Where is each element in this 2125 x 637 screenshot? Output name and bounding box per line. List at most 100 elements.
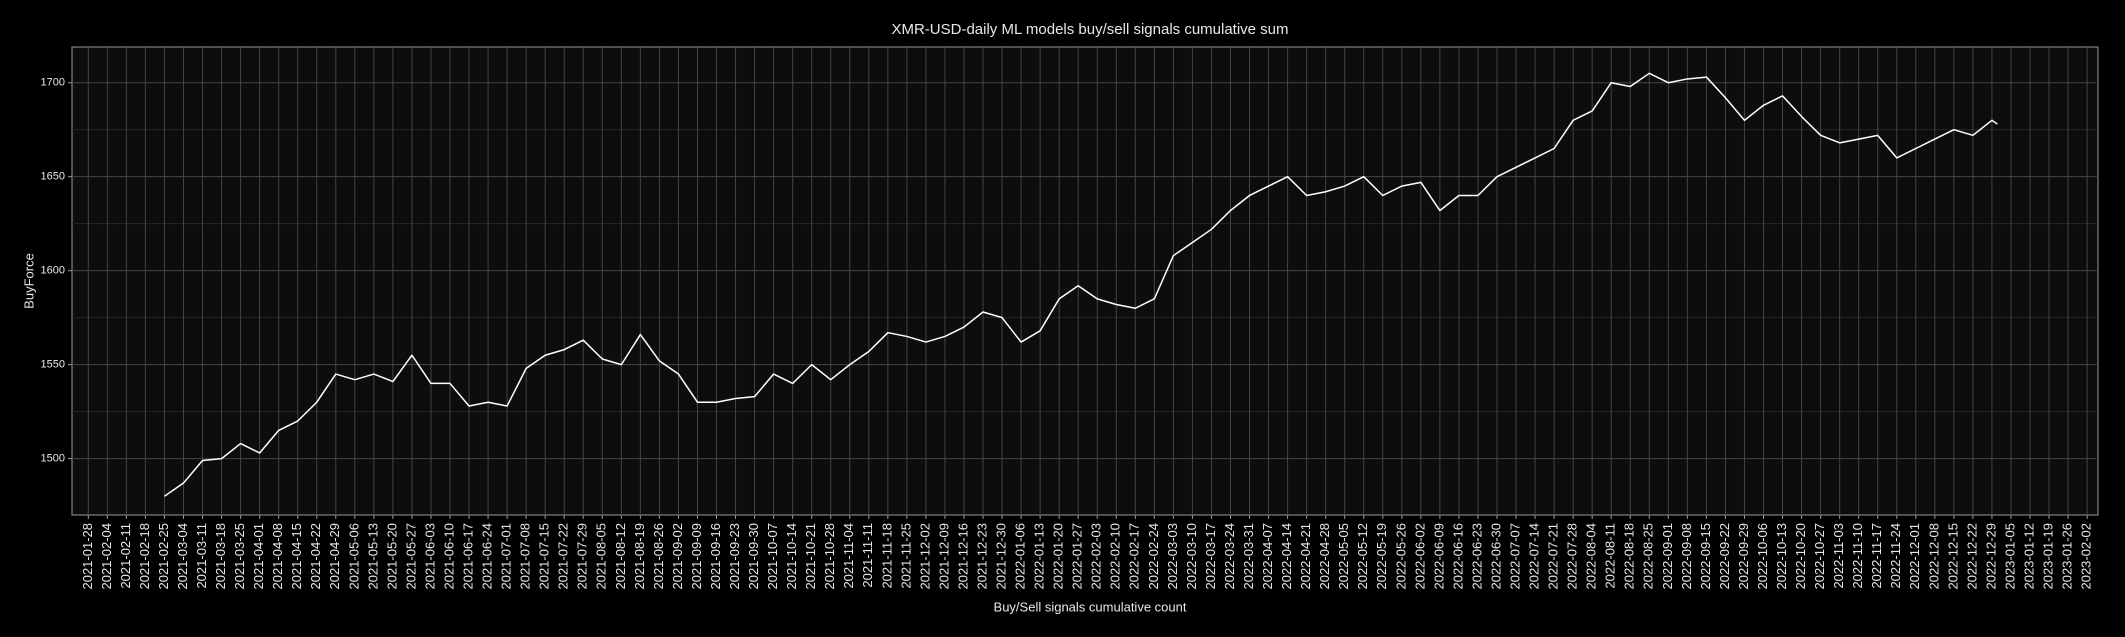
y-tick-label: 1500 — [41, 453, 65, 465]
x-tick-label: 2022-02-10 — [1108, 523, 1123, 590]
x-tick-label: 2022-06-02 — [1412, 523, 1427, 590]
x-tick-label: 2021-03-18 — [213, 523, 228, 590]
x-tick-label: 2021-04-22 — [308, 523, 323, 590]
x-tick-label: 2021-05-06 — [346, 523, 361, 590]
x-tick-label: 2021-08-05 — [594, 523, 609, 590]
x-tick-label: 2021-10-21 — [803, 523, 818, 590]
x-tick-label: 2022-08-11 — [1603, 523, 1618, 589]
x-tick-label: 2021-02-18 — [137, 523, 152, 590]
x-tick-label: 2022-09-15 — [1698, 523, 1713, 590]
y-tick-label: 1700 — [41, 77, 65, 89]
x-tick-label: 2022-03-03 — [1165, 523, 1180, 590]
y-tick-label: 1550 — [41, 359, 65, 371]
x-tick-label: 2022-09-22 — [1717, 523, 1732, 590]
x-tick-label: 2022-08-04 — [1584, 523, 1599, 590]
x-tick-label: 2023-02-02 — [2079, 523, 2094, 590]
x-tick-label: 2021-12-23 — [974, 523, 989, 590]
x-tick-label: 2022-09-01 — [1660, 523, 1675, 590]
x-tick-label: 2021-12-02 — [917, 523, 932, 590]
x-tick-label: 2021-07-15 — [537, 523, 552, 590]
x-tick-label: 2021-02-25 — [156, 523, 171, 590]
x-tick-label: 2022-07-07 — [1507, 523, 1522, 590]
x-tick-label: 2022-04-28 — [1317, 523, 1332, 590]
x-tick-label: 2021-10-28 — [822, 523, 837, 590]
x-tick-label: 2022-07-21 — [1546, 523, 1561, 590]
y-tick-label: 1600 — [41, 265, 65, 277]
x-tick-label: 2022-05-12 — [1355, 523, 1370, 590]
x-tick-label: 2022-03-17 — [1203, 523, 1218, 590]
x-tick-label: 2022-06-30 — [1488, 523, 1503, 590]
x-tick-label: 2021-05-20 — [384, 523, 399, 590]
x-tick-label: 2023-01-05 — [2002, 523, 2017, 590]
x-tick-label: 2022-05-05 — [1336, 523, 1351, 590]
x-tick-label: 2021-09-23 — [727, 523, 742, 590]
x-tick-label: 2023-01-12 — [2021, 523, 2036, 590]
x-tick-label: 2022-08-18 — [1622, 523, 1637, 590]
x-tick-label: 2022-06-16 — [1450, 523, 1465, 590]
x-tick-label: 2021-11-04 — [841, 523, 856, 589]
x-tick-label: 2021-09-09 — [689, 523, 704, 590]
x-tick-label: 2022-08-25 — [1641, 523, 1656, 590]
x-tick-label: 2022-05-26 — [1393, 523, 1408, 590]
plot-panel — [71, 46, 2099, 516]
x-tick-label: 2021-08-12 — [613, 523, 628, 590]
x-tick-label: 2021-05-27 — [403, 523, 418, 590]
x-tick-label: 2022-03-24 — [1222, 523, 1237, 590]
x-tick-label: 2022-04-14 — [1279, 523, 1294, 590]
x-tick-label: 2021-02-11 — [118, 523, 133, 589]
x-axis-title: Buy/Sell signals cumulative count — [994, 599, 1187, 614]
x-tick-label: 2022-10-06 — [1755, 523, 1770, 590]
x-tick-label: 2021-11-11 — [860, 523, 875, 588]
x-tick-label: 2022-02-17 — [1127, 523, 1142, 590]
x-tick-label: 2022-11-24 — [1888, 523, 1903, 589]
x-tick-label: 2022-03-10 — [1184, 523, 1199, 590]
x-tick-label: 2021-06-10 — [441, 523, 456, 590]
x-tick-label: 2022-02-03 — [1089, 523, 1104, 590]
x-tick-label: 2021-12-16 — [955, 523, 970, 590]
x-tick-label: 2021-08-19 — [632, 523, 647, 590]
y-axis-title: BuyForce — [21, 253, 36, 309]
x-tick-label: 2022-12-15 — [1945, 523, 1960, 590]
x-tick-label: 2022-07-28 — [1565, 523, 1580, 590]
x-tick-label: 2022-12-08 — [1926, 523, 1941, 590]
x-tick-label: 2022-10-27 — [1812, 523, 1827, 590]
x-tick-label: 2021-09-16 — [708, 523, 723, 590]
x-tick-label: 2022-12-22 — [1964, 523, 1979, 590]
x-tick-label: 2022-10-13 — [1774, 523, 1789, 590]
x-tick-label: 2021-03-04 — [175, 523, 190, 590]
x-tick-label: 2021-07-08 — [518, 523, 533, 590]
x-tick-label: 2021-12-09 — [936, 523, 951, 590]
x-tick-label: 2021-01-28 — [80, 523, 95, 590]
x-tick-label: 2022-10-20 — [1793, 523, 1808, 590]
x-tick-label: 2021-03-11 — [194, 523, 209, 589]
x-tick-label: 2021-07-01 — [499, 523, 514, 590]
x-tick-label: 2022-04-07 — [1260, 523, 1275, 590]
x-tick-label: 2022-06-23 — [1469, 523, 1484, 590]
x-tick-label: 2022-11-03 — [1831, 523, 1846, 589]
x-tick-label: 2021-09-02 — [670, 523, 685, 590]
x-tick-label: 2022-01-27 — [1070, 523, 1085, 590]
x-tick-label: 2021-05-13 — [365, 523, 380, 590]
x-tick-label: 2021-10-14 — [784, 523, 799, 590]
x-tick-label: 2021-04-29 — [327, 523, 342, 590]
chart-title: XMR-USD-daily ML models buy/sell signals… — [891, 21, 1288, 38]
x-tick-label: 2021-04-15 — [289, 523, 304, 590]
x-tick-label: 2023-01-19 — [2040, 523, 2055, 590]
x-tick-label: 2021-10-07 — [765, 523, 780, 590]
x-tick-label: 2022-05-19 — [1374, 523, 1389, 590]
x-tick-label: 2022-09-08 — [1679, 523, 1694, 590]
x-tick-label: 2022-12-29 — [1983, 523, 1998, 590]
x-tick-label: 2021-11-25 — [898, 523, 913, 589]
x-tick-label: 2022-07-14 — [1527, 523, 1542, 590]
x-tick-label: 2022-02-24 — [1146, 523, 1161, 590]
x-tick-label: 2021-07-22 — [556, 523, 571, 590]
x-tick-label: 2022-11-10 — [1850, 523, 1865, 589]
x-tick-label: 2023-01-26 — [2060, 523, 2075, 590]
x-tick-label: 2021-07-29 — [575, 523, 590, 590]
x-tick-label: 2022-01-13 — [1032, 523, 1047, 590]
x-tick-label: 2021-12-30 — [993, 523, 1008, 590]
data-line — [164, 72, 1998, 497]
x-tick-label: 2021-06-17 — [460, 523, 475, 590]
